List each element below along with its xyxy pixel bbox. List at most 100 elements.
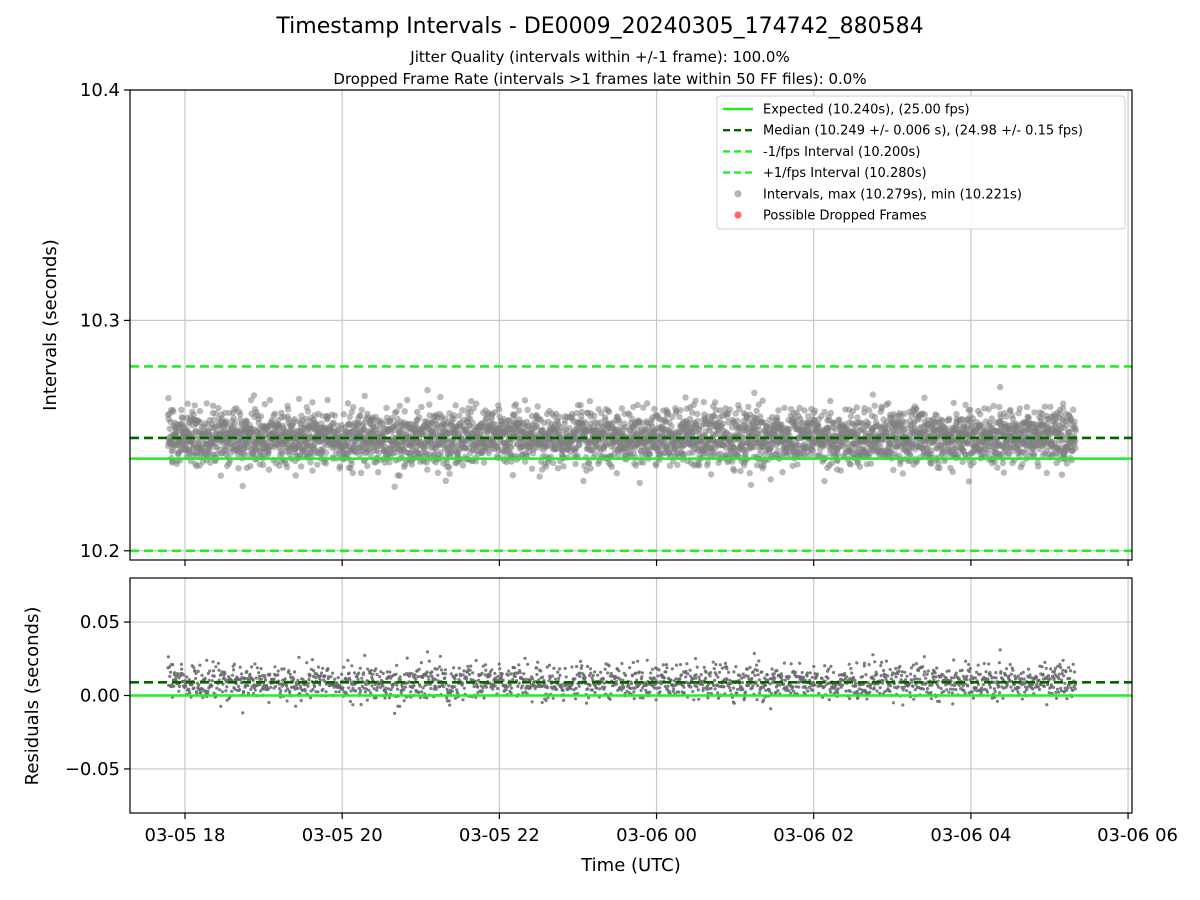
residual-point [359, 702, 363, 707]
residual-point [496, 686, 500, 691]
residual-point [195, 691, 199, 695]
residual-point [457, 666, 461, 670]
interval-point [480, 459, 488, 466]
interval-point [704, 459, 712, 466]
interval-point [298, 463, 305, 470]
interval-point [357, 469, 365, 476]
residual-point [453, 696, 457, 700]
residual-point [414, 677, 418, 682]
residual-point [197, 683, 201, 687]
interval-point [652, 462, 660, 469]
interval-point [473, 400, 480, 407]
intervals-points [164, 383, 1080, 490]
residual-point [250, 665, 254, 669]
intervals-y-tick-label: 10.2 [80, 541, 120, 562]
interval-point [867, 460, 875, 467]
interval-point [1041, 403, 1049, 410]
residual-point [467, 672, 472, 677]
interval-point [1030, 450, 1038, 458]
residual-point [360, 676, 364, 680]
residual-point [240, 672, 244, 676]
residual-point [166, 655, 170, 659]
interval-point [508, 443, 515, 451]
residual-point [208, 669, 212, 673]
residual-point [454, 673, 458, 677]
residual-point [509, 686, 514, 690]
interval-point [261, 401, 268, 408]
interval-point [404, 396, 411, 404]
residual-point [251, 678, 255, 683]
residual-point [316, 665, 321, 669]
interval-point [307, 459, 314, 466]
interval-point [191, 402, 198, 409]
interval-point [393, 408, 400, 415]
residual-point [443, 676, 447, 680]
residual-point [179, 662, 183, 667]
interval-point [446, 463, 453, 471]
interval-point [639, 459, 647, 466]
residual-point [490, 668, 494, 672]
interval-point [977, 410, 984, 418]
interval-point [459, 462, 467, 469]
residual-point [444, 672, 448, 676]
interval-point [556, 413, 563, 421]
interval-point [1019, 460, 1026, 468]
interval-point [391, 483, 398, 490]
intervals-y-tick-label: 10.3 [80, 310, 120, 331]
interval-point [636, 479, 643, 486]
interval-point [210, 416, 217, 424]
interval-point [534, 403, 541, 410]
residual-point [351, 703, 355, 707]
residual-point [493, 684, 497, 688]
interval-point [950, 399, 957, 407]
residual-point [513, 674, 517, 679]
residual-point [526, 662, 530, 667]
interval-point [827, 409, 835, 417]
residual-point [190, 683, 194, 687]
interval-point [322, 460, 329, 467]
legend-entry: Possible Dropped Frames [763, 209, 927, 224]
interval-point [209, 402, 217, 409]
residual-point [293, 670, 297, 674]
residual-point [369, 691, 373, 695]
residual-point [282, 667, 286, 671]
residual-point [425, 670, 429, 674]
interval-point [485, 450, 492, 457]
residual-point [268, 672, 272, 676]
residual-point [276, 669, 280, 673]
residual-point [238, 665, 242, 669]
interval-point [644, 400, 651, 407]
residual-point [500, 672, 504, 676]
residual-point [447, 684, 451, 688]
residual-point [214, 665, 218, 669]
interval-point [737, 467, 744, 475]
legend-entry: Median (10.249 +/- 0.006 s), (24.98 +/- … [763, 124, 1083, 139]
interval-point [550, 459, 557, 467]
interval-point [587, 465, 594, 472]
interval-point [309, 467, 316, 474]
residual-point [238, 688, 242, 692]
interval-point [311, 441, 318, 448]
residual-point [211, 669, 216, 673]
residual-point [267, 700, 271, 705]
interval-point [469, 419, 476, 427]
residual-point [299, 698, 303, 703]
residual-point [468, 668, 472, 672]
interval-point [677, 407, 684, 414]
residual-point [480, 671, 484, 675]
residual-point [530, 700, 534, 704]
residual-point [230, 689, 234, 694]
residual-point [363, 653, 367, 658]
residual-point [272, 677, 276, 681]
intervals-y-tick-label: 10.4 [80, 80, 120, 101]
residual-point [225, 685, 229, 689]
residual-point [245, 669, 249, 674]
interval-point [1072, 444, 1079, 452]
interval-point [967, 406, 974, 414]
residual-point [359, 689, 363, 693]
interval-point [945, 416, 953, 424]
residual-point [334, 690, 338, 694]
residual-point [176, 672, 180, 676]
residual-point [394, 672, 398, 676]
interval-point [247, 463, 254, 470]
